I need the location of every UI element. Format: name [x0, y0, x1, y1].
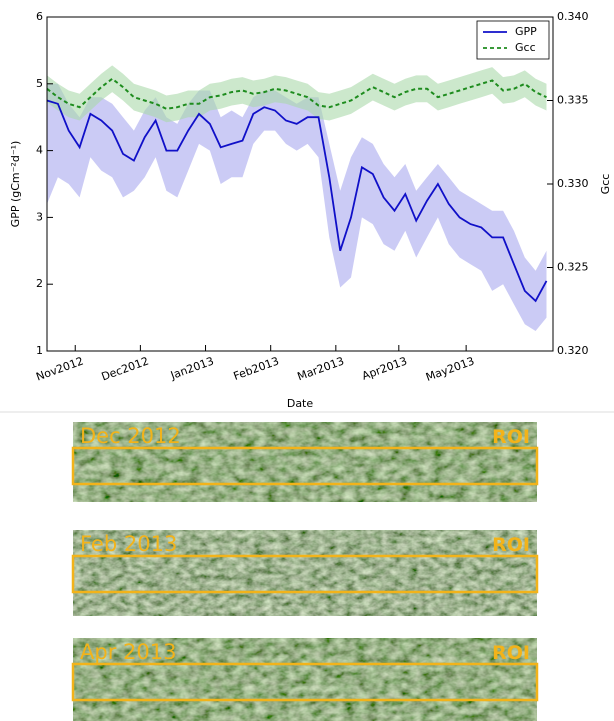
x-tick-label: Apr2013: [360, 354, 409, 382]
y-tick-label: 4: [36, 144, 43, 157]
panel-label: Apr 2013: [80, 640, 176, 664]
legend-box: [476, 20, 550, 60]
y2-axis-label: Gcc: [599, 174, 612, 195]
photo-texture: [73, 530, 537, 616]
y-tick-label: 6: [36, 10, 43, 23]
roi-label: ROI: [492, 534, 530, 556]
y2-tick-label: 0.335: [557, 94, 589, 107]
roi-box: [71, 554, 539, 594]
y-tick-label: 2: [36, 277, 43, 290]
legend-label: Gcc: [515, 41, 536, 54]
y-tick-label: 5: [36, 77, 43, 90]
y2-tick-label: 0.330: [557, 177, 589, 190]
series-line: [46, 77, 547, 110]
confidence-band: [47, 83, 547, 331]
roi-label: ROI: [492, 642, 530, 664]
x-tick-label: Nov2012: [34, 354, 85, 383]
chart: 1 2 3 4 5 6 0.320 0.325 0.330 0.335 0.340 Nov2012 De…: [9, 10, 612, 410]
y-tick-label: 1: [36, 344, 43, 357]
x-tick-label: Jan2013: [168, 354, 216, 382]
panel-label: Dec 2012: [80, 424, 181, 448]
y-tick-label: 3: [36, 210, 43, 223]
x-axis-label: Date: [287, 397, 314, 410]
roi-box: [71, 662, 539, 702]
x-tick-label: May2013: [424, 354, 476, 384]
y2-tick-label: 0.340: [557, 10, 589, 23]
x-tick-label: Mar2013: [296, 354, 346, 383]
panel-label: Feb 2013: [80, 532, 177, 556]
x-tick-label: Dec2012: [100, 354, 151, 383]
roi-box: [71, 446, 539, 486]
y2-tick-label: 0.325: [557, 261, 589, 274]
series-line: [46, 99, 548, 303]
y-axis-label: GPP (gCm⁻²d⁻¹): [9, 141, 22, 228]
x-tick-label: Feb2013: [232, 354, 281, 382]
photo-texture: [73, 422, 537, 502]
roi-label: ROI: [492, 426, 530, 448]
legend-label: GPP: [515, 25, 537, 38]
photo-panels: Dec 2012 ROI Feb 2013 ROI Apr 2013 ROI: [71, 422, 539, 721]
y2-tick-label: 0.320: [557, 344, 589, 357]
photo-texture: [73, 638, 537, 721]
